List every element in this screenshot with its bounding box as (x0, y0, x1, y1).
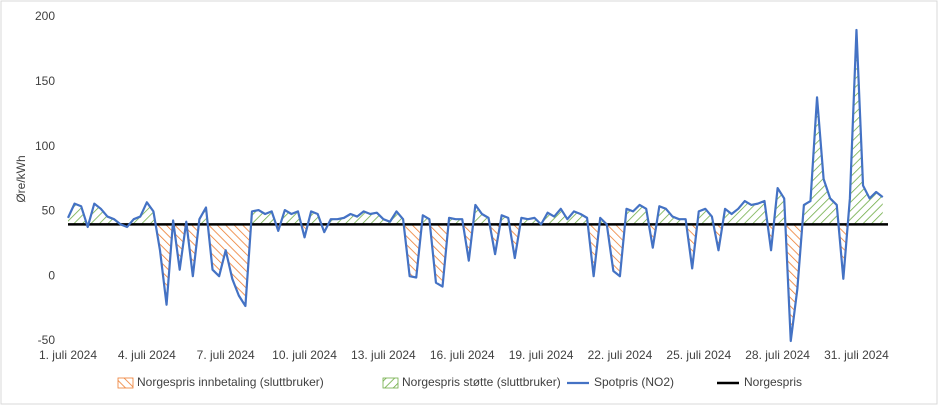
legend-label: Norgespris støtte (sluttbruker) (402, 375, 561, 389)
y-tick-label: -50 (38, 333, 56, 347)
legend-label: Norgespris (744, 375, 802, 389)
x-tick-label: 19. juli 2024 (509, 348, 574, 362)
y-tick-label: 100 (35, 139, 55, 153)
x-tick-label: 10. juli 2024 (272, 348, 337, 362)
legend-label: Norgespris innbetaling (sluttbruker) (137, 375, 324, 389)
x-tick-label: 31. juli 2024 (824, 348, 889, 362)
y-tick-label: 50 (42, 204, 56, 218)
y-tick-label: 0 (48, 268, 55, 282)
x-tick-label: 13. juli 2024 (351, 348, 416, 362)
y-axis-label: Øre/kWh (14, 155, 28, 202)
line (67, 28, 884, 343)
x-tick-label: 16. juli 2024 (430, 348, 495, 362)
legend-swatch (117, 377, 134, 389)
legend-swatch (382, 377, 399, 389)
legend-label: Spotpris (NO2) (594, 375, 674, 389)
x-tick-label: 22. juli 2024 (588, 348, 653, 362)
x-tick-label: 7. juli 2024 (197, 348, 255, 362)
x-tick-label: 28. juli 2024 (745, 348, 810, 362)
x-tick-label: 25. juli 2024 (666, 348, 731, 362)
x-tick-label: 1. juli 2024 (39, 348, 97, 362)
x-tick-label: 4. juli 2024 (118, 348, 176, 362)
y-tick-label: 150 (35, 74, 55, 88)
y-tick-label: 200 (35, 9, 55, 23)
